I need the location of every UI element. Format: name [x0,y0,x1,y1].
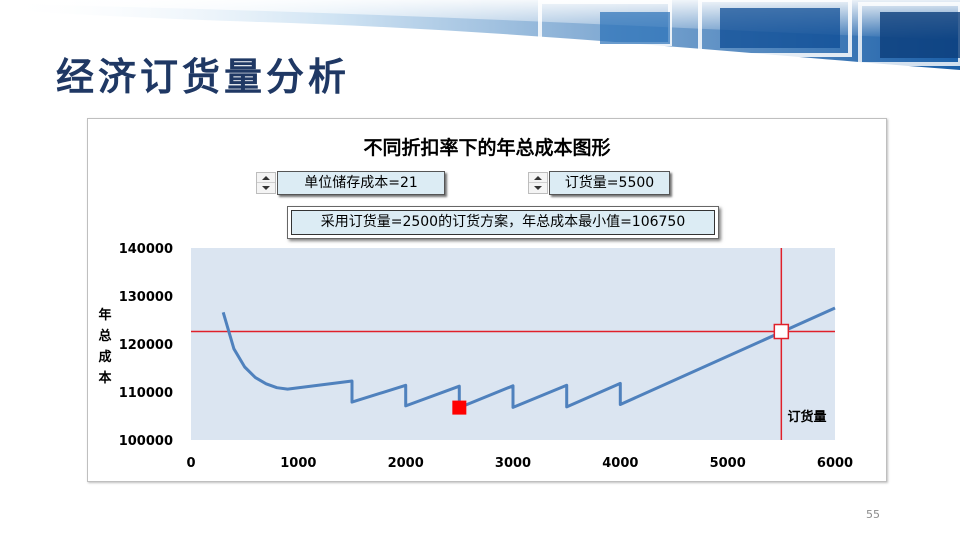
order-qty-increment-button[interactable] [529,173,547,183]
chart-panel: 不同折扣率下的年总成本图形 单位储存成本=21 订货量=5500 采用订货量=2… [87,118,887,482]
current-order-marker[interactable] [773,323,790,340]
result-text: 采用订货量=2500的订货方案，年总成本最小值=106750 [291,210,715,235]
y-tick-label: 140000 [119,242,173,257]
header-banner [0,0,960,91]
y-tick-label: 110000 [119,386,173,401]
plot-background [191,248,835,440]
y-axis-label-char: 成 [98,349,111,365]
holding-cost-decrement-button[interactable] [257,183,275,193]
y-axis-label-char: 本 [98,370,111,386]
min-cost-marker [452,400,467,415]
series-line-total-cost [221,306,836,410]
order-qty-spinner[interactable] [528,172,548,194]
result-box: 采用订货量=2500的订货方案，年总成本最小值=106750 [287,206,719,239]
page-number: 55 [866,508,880,521]
x-tick-label: 0 [186,456,195,471]
order-qty-label: 订货量=5500 [549,171,670,195]
x-tick-label: 5000 [710,456,746,471]
order-qty-decrement-button[interactable] [529,183,547,193]
y-axis-label-char: 总 [98,328,111,344]
x-tick-label: 3000 [495,456,531,471]
y-tick-label: 130000 [119,290,173,305]
x-tick-label: 6000 [817,456,853,471]
holding-cost-spinner[interactable] [256,172,276,194]
holding-cost-increment-button[interactable] [257,173,275,183]
y-tick-label: 120000 [119,338,173,353]
x-tick-label: 4000 [602,456,638,471]
x-tick-label: 2000 [388,456,424,471]
x-tick-label: 1000 [280,456,316,471]
slide-title: 经济订货量分析 [56,54,351,99]
plot-area: 100000 110000 120000 130000 140000 0 1000 2000… [98,242,853,471]
x-axis-label: 订货量 [787,409,826,425]
holding-cost-label: 单位储存成本=21 [277,171,445,195]
y-axis-label-char: 年 [98,307,111,323]
chart-title: 不同折扣率下的年总成本图形 [363,137,611,159]
y-tick-label: 100000 [119,434,173,449]
